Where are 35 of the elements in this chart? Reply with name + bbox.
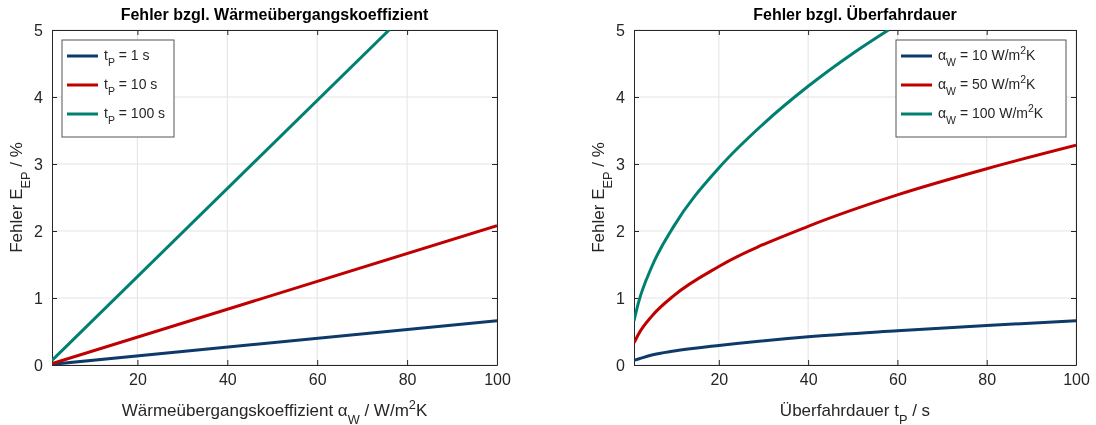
x-tick-label: 80	[398, 371, 417, 389]
chart-title: Fehler bzgl. Wärmeübergangskoeffizient	[120, 6, 429, 23]
x-axis-title: Überfahrdauer t$_{P}$ / s	[779, 401, 931, 425]
y-tick-label: 0	[616, 356, 626, 374]
y-tick-label: 2	[34, 222, 44, 240]
legend-label: t$_{P}$ = 1 s	[104, 47, 150, 68]
x-tick-label: 100	[1063, 371, 1090, 389]
legend-label: t$_{P}$ = 10 s	[104, 76, 158, 97]
legend-label: α$_{W}$ = 50 W/m$^{2}$K	[938, 73, 1037, 97]
legend-label: α$_{W}$ = 100 W/m$^{2}$K	[938, 102, 1044, 126]
line-series	[634, 319, 1076, 362]
line-series	[634, 30, 890, 323]
x-tick-label: 40	[799, 371, 818, 389]
legend-label: t$_{P}$ = 100 s	[104, 105, 166, 126]
x-tick-label: 100	[484, 371, 511, 389]
y-tick-label: 1	[34, 289, 44, 307]
y-tick-label: 5	[616, 21, 626, 39]
y-tick-label: 3	[34, 155, 44, 173]
x-tick-label: 20	[710, 371, 729, 389]
x-tick-label: 40	[218, 371, 237, 389]
chart-title: Fehler bzgl. Überfahrdauer	[753, 5, 957, 23]
x-tick-label: 80	[978, 371, 997, 389]
y-tick-label: 4	[34, 88, 44, 106]
x-axis-title: Wärmeübergangskoeffizient α$_{W}$ / W/m$^{2}$K	[121, 396, 428, 425]
y-tick-label: 3	[616, 155, 626, 173]
y-tick-label: 5	[34, 21, 44, 39]
y-tick-label: 0	[34, 356, 44, 374]
line-series	[634, 143, 1076, 345]
y-tick-label: 1	[616, 289, 626, 307]
x-tick-label: 60	[889, 371, 907, 389]
x-tick-label: 60	[308, 371, 327, 389]
y-tick-label: 4	[616, 88, 626, 106]
y-tick-label: 2	[616, 222, 626, 240]
x-tick-label: 20	[129, 371, 147, 389]
legend-label: α$_{W}$ = 10 W/m$^{2}$K	[938, 44, 1037, 68]
